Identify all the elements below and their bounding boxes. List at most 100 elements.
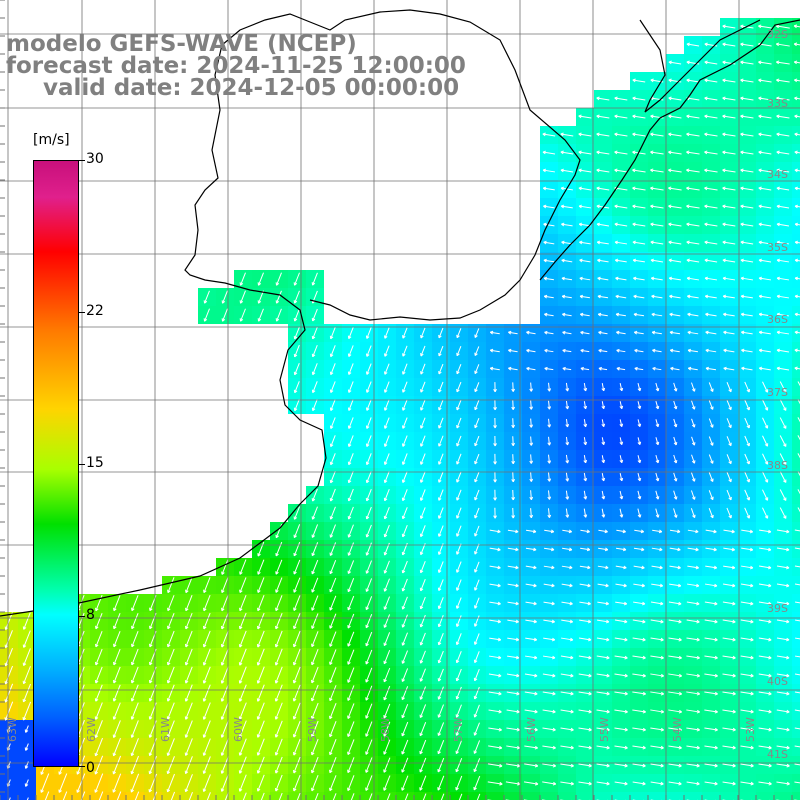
wind-arrow (329, 506, 336, 520)
wind-arrow (583, 437, 588, 446)
wind-arrow (722, 114, 736, 119)
wind-arrow (524, 709, 538, 714)
wind-arrow (722, 60, 736, 65)
wind-arrow (669, 330, 681, 335)
wind-arrow (704, 709, 718, 714)
wind-arrow (437, 489, 444, 501)
wind-arrow (652, 529, 663, 534)
wind-arrow (487, 763, 503, 768)
wind-arrow (238, 684, 247, 702)
wind-arrow (583, 401, 588, 410)
lon-label: 63W (6, 717, 19, 742)
wind-arrow (507, 601, 519, 606)
wind-arrow (601, 490, 606, 500)
wind-arrow (293, 541, 301, 557)
wind-arrow (437, 740, 445, 755)
wind-arrow (708, 418, 714, 428)
wind-arrow (455, 633, 462, 646)
wind-arrow (419, 453, 426, 465)
lat-label: 36S (767, 313, 788, 326)
wind-arrow (578, 168, 592, 173)
wind-arrow (651, 330, 662, 335)
wind-speed-cell (306, 792, 324, 800)
wind-arrow (797, 399, 800, 405)
wind-arrow (633, 312, 645, 317)
wind-arrow (794, 745, 800, 748)
wind-arrow (293, 344, 300, 358)
wind-arrow (668, 186, 682, 191)
wind-arrow (704, 204, 718, 209)
wind-arrow (220, 738, 229, 756)
wind-speed-cell (558, 792, 576, 800)
wind-arrow (632, 673, 646, 678)
wind-arrow (488, 727, 502, 732)
wind-arrow (758, 601, 772, 606)
wind-arrow (544, 330, 554, 335)
wind-arrow (310, 720, 319, 738)
wind-arrow (668, 258, 682, 263)
wind-arrow (722, 763, 736, 768)
wind-arrow (4, 683, 14, 703)
wind-arrow (329, 739, 337, 756)
wind-arrow (94, 755, 104, 775)
wind-arrow (401, 507, 408, 520)
wind-arrow (166, 684, 175, 702)
wind-arrow (274, 666, 283, 684)
wind-arrow (529, 418, 534, 428)
wind-speed-cell (504, 792, 522, 800)
wind-arrow (794, 186, 800, 191)
wind-arrow (722, 24, 736, 29)
wind-arrow (655, 472, 660, 482)
wind-arrow (561, 258, 573, 263)
wind-speed-cell (648, 792, 666, 800)
wind-arrow (274, 684, 283, 702)
wind-arrow (794, 168, 800, 173)
colorbar-unit: [m/s] (33, 132, 70, 148)
wind-arrow (544, 312, 554, 317)
wind-arrow (455, 740, 463, 755)
wind-arrow (686, 655, 700, 660)
wind-arrow (547, 418, 552, 428)
wind-arrow (704, 132, 718, 137)
wind-arrow (493, 471, 497, 483)
wind-arrow (314, 793, 319, 800)
wind-arrow (293, 506, 301, 520)
wind-arrow (202, 702, 211, 720)
wind-arrow (455, 686, 462, 700)
wind-arrow (704, 727, 718, 732)
wind-arrow (239, 308, 246, 322)
wind-arrow (686, 132, 700, 137)
wind-arrow (329, 417, 336, 429)
wind-arrow (166, 720, 175, 738)
wind-arrow (329, 631, 337, 647)
wind-arrow (507, 619, 519, 624)
wind-arrow (58, 773, 68, 793)
wind-arrow (94, 720, 103, 739)
wind-arrow (275, 541, 283, 557)
wind-arrow (673, 472, 678, 482)
wind-arrow (547, 400, 552, 410)
wind-arrow (383, 435, 390, 447)
wind-arrow (793, 60, 800, 65)
wind-arrow (275, 595, 283, 612)
wind-arrow (401, 489, 408, 502)
wind-arrow (794, 204, 800, 209)
wind-arrow (329, 721, 337, 738)
wind-arrow (383, 560, 390, 574)
wind-arrow (580, 529, 590, 534)
wind-arrow (4, 701, 14, 721)
wind-speed-cell (180, 792, 198, 800)
wind-arrow (722, 258, 736, 263)
wind-arrow (401, 703, 409, 719)
wind-arrow (779, 381, 787, 393)
wind-arrow (493, 507, 497, 519)
wind-arrow (185, 577, 193, 594)
wind-arrow (166, 702, 175, 720)
wind-arrow (292, 756, 301, 774)
wind-arrow (616, 366, 626, 371)
wind-arrow (668, 727, 682, 732)
wind-arrow (722, 204, 736, 209)
wind-arrow (637, 455, 642, 464)
wind-arrow (507, 637, 520, 642)
wind-speed-cell (792, 648, 800, 666)
